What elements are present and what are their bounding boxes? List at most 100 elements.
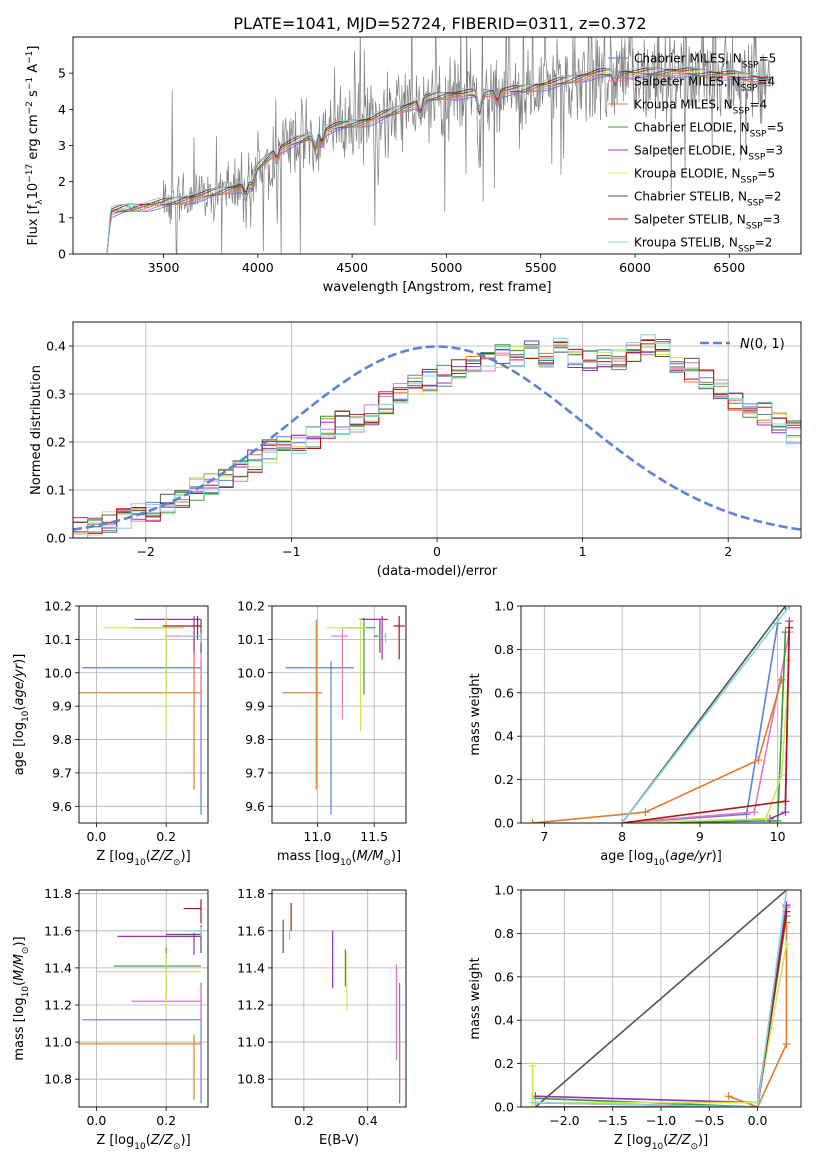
y-tick-label: 3	[58, 138, 66, 153]
y-tick-label: 11.6	[44, 923, 72, 938]
y-tick-label: 0.0	[46, 531, 66, 546]
errorbar-kroupa-elodie	[103, 617, 184, 732]
x-tick-label: 0.0	[748, 1113, 768, 1128]
x-axis-label: Z [log10(Z/Z⊙)]	[96, 1133, 190, 1152]
weight-marker	[754, 756, 763, 765]
x-tick-label: 5500	[525, 260, 557, 275]
legend: Chabrier MILES, NSSP=5 Salpeter MILES, NS…	[608, 52, 784, 255]
plot-area-mass_vs_Z	[79, 899, 202, 1104]
x-tick-label: 6000	[619, 260, 651, 275]
weight-marker	[750, 808, 759, 817]
plot-area-age_vs_mass	[282, 616, 405, 815]
y-tick-label: 0.8	[494, 926, 514, 941]
weight-line	[535, 911, 788, 1107]
spectrum-model-kroupa-stelib	[106, 65, 771, 254]
histogram-chabrier-stelib	[73, 343, 801, 528]
y-tick-label: 9.7	[245, 765, 265, 780]
axes-frame	[271, 605, 407, 824]
plot-area-residuals	[73, 334, 801, 538]
y-tick-label: 0.4	[494, 729, 514, 744]
errorbar-kroupa-miles	[79, 626, 202, 790]
y-tick-label: 11.2	[237, 997, 265, 1012]
x-tick-label: 6500	[713, 260, 745, 275]
x-tick-label: −1.5	[598, 1113, 628, 1128]
y-tick-label: 1.0	[494, 599, 514, 614]
y-tick-label: 11.2	[44, 997, 72, 1012]
axes-frame	[78, 889, 209, 1108]
x-tick-label: 10	[770, 829, 786, 844]
weight-line	[531, 944, 788, 1104]
y-tick-label: 0.4	[494, 1013, 514, 1028]
panel-residuals: −2 −1 0 1 2 0.0 0.1 0.2 0.3 0.4 (data-model)/error…	[29, 321, 802, 579]
weight-marker	[781, 808, 790, 817]
y-tick-label: 11.4	[44, 960, 72, 975]
spectrum-model-kroupa-elodie	[106, 68, 771, 254]
legend-label: Kroupa MILES, NSSP=4	[634, 98, 767, 117]
y-tick-label: 10.2	[237, 599, 265, 614]
panel-mass_weight_vs_age: 7 8 9 10 0.0 0.2 0.4 0.6 0.8 1.0 age [log10(age/yr…	[468, 599, 802, 868]
weight-line	[532, 679, 783, 823]
x-tick-label: −0.5	[694, 1113, 724, 1128]
weight-marker	[641, 808, 650, 817]
x-tick-label: 0	[433, 544, 441, 559]
y-tick-label: 10.0	[237, 665, 265, 680]
y-tick-label: 0	[58, 247, 66, 262]
weight-marker	[762, 814, 770, 823]
weight-marker	[724, 1092, 733, 1101]
y-tick-label: 0.0	[494, 816, 514, 831]
legend-label: Salpeter MILES, NSSP=4	[634, 75, 775, 94]
weight-marker	[782, 1040, 791, 1049]
y-tick-label: 0.2	[46, 435, 66, 450]
y-tick-label: 0.0	[494, 1100, 514, 1115]
weight-marker	[528, 1061, 537, 1070]
x-tick-label: 0.2	[294, 1113, 314, 1128]
weight-marker	[618, 819, 627, 823]
legend: N(0, 1)	[700, 337, 785, 352]
y-axis-label: mass weight	[468, 673, 483, 755]
weight-marker	[781, 606, 790, 610]
y-tick-label: 0.6	[494, 685, 514, 700]
errorbar-salpeter-stelib	[183, 899, 202, 924]
x-tick-label: 2	[724, 544, 732, 559]
axes-frame	[520, 605, 802, 824]
y-tick-label: 0.2	[494, 1056, 514, 1071]
errorbar-kroupa-miles	[79, 1034, 202, 1100]
weight-marker	[781, 797, 790, 806]
weight-marker	[785, 623, 794, 632]
y-tick-label: 9.9	[245, 699, 265, 714]
y-tick-label: 10.1	[44, 632, 72, 647]
y-tick-label: 10.2	[44, 599, 72, 614]
panel-mass_vs_EBV: 0.2 0.4 10.8 11.0 11.2 11.4 11.6 11.8 E(B-V)	[237, 886, 407, 1148]
y-tick-label: 10.0	[44, 665, 72, 680]
y-tick-label: 10.1	[237, 632, 265, 647]
figure-title: PLATE=1041, MJD=52724, FIBERID=0311, z=0…	[233, 14, 646, 33]
x-tick-label: 11.0	[304, 829, 332, 844]
y-tick-label: 11.8	[237, 886, 265, 901]
y-tick-label: 1	[58, 210, 66, 225]
axes-frame	[271, 889, 407, 1108]
y-tick-label: 11.4	[237, 960, 265, 975]
spectrum-model-salpeter-elodie	[106, 69, 771, 254]
x-axis-label: age [log10(age/yr)]	[600, 849, 722, 868]
legend-label: Chabrier ELODIE, NSSP=5	[634, 121, 784, 140]
x-axis-label: (data-model)/error	[377, 564, 498, 579]
legend-label: N(0, 1)	[740, 337, 785, 352]
axes-frame	[72, 36, 802, 255]
x-tick-label: 8	[618, 829, 626, 844]
weight-line	[535, 890, 788, 1107]
x-axis-label: E(B-V)	[319, 1133, 359, 1148]
weight-marker	[781, 628, 790, 637]
weight-series-kroupa-elodie	[528, 940, 791, 1107]
weight-marker	[742, 810, 751, 819]
errorbar-salpeter-miles	[331, 629, 349, 720]
legend-label: Chabrier STELIB, NSSP=2	[634, 190, 782, 209]
errorbar-salpeter-stelib	[393, 616, 405, 660]
y-tick-label: 9.8	[245, 732, 265, 747]
plot-area-age_vs_Z	[79, 616, 202, 815]
x-tick-label: 1	[579, 544, 587, 559]
x-tick-label: −2	[137, 544, 155, 559]
x-tick-label: 0.2	[156, 829, 176, 844]
x-tick-label: −1.0	[646, 1113, 676, 1128]
x-axis-label: mass [log10(M/M⊙)]	[277, 849, 401, 868]
